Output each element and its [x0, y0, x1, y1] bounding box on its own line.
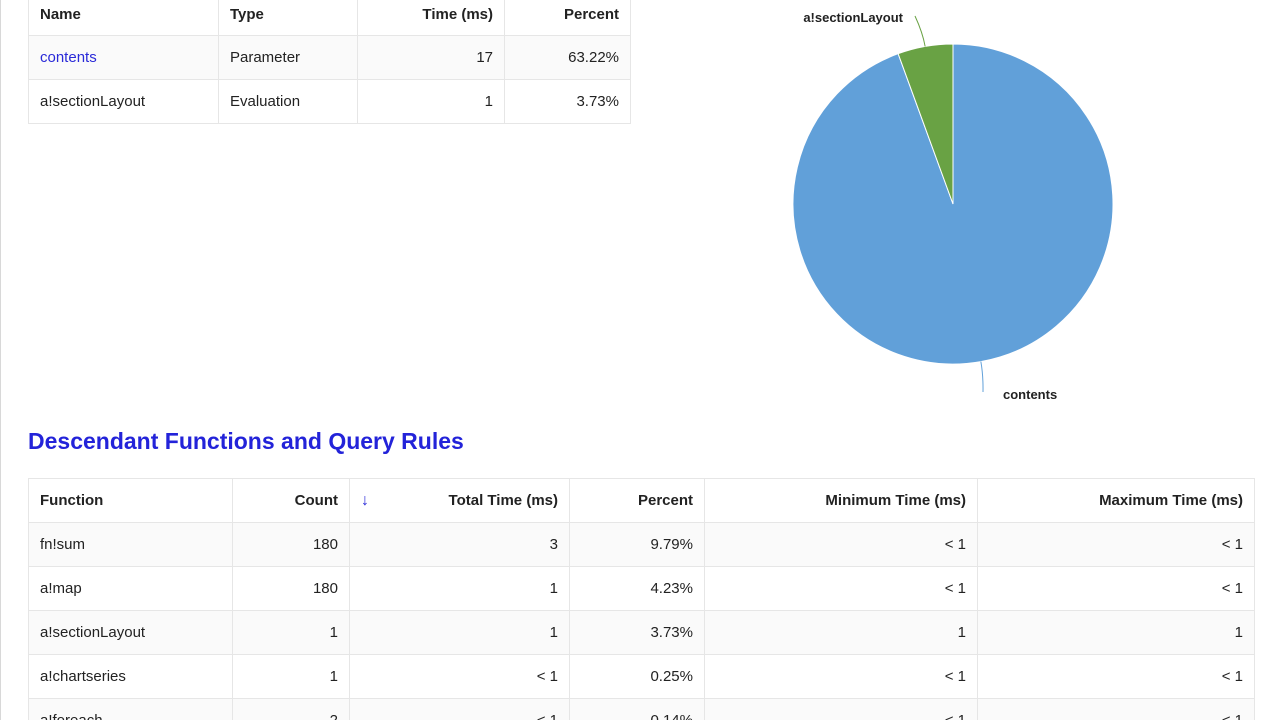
descendant-functions-body: fn!sum 180 3 9.79% < 1 < 1 a!map 180 1 4.23% < 1 < … [28, 522, 1255, 720]
row-min-time-cell: < 1 [704, 654, 978, 699]
top-metrics-table: Name Type Time (ms) Percent contents Par… [28, 0, 631, 124]
row-function-cell: fn!sum [28, 522, 233, 567]
row-total-time-cell: < 1 [349, 698, 570, 720]
pie-leader-line [914, 15, 926, 47]
table-header-row: Name Type Time (ms) Percent [28, 0, 631, 36]
pie-labels: contents a!sectionLayout [803, 10, 1057, 402]
row-min-time-cell: 1 [704, 610, 978, 655]
section-title: Descendant Functions and Query Rules [28, 428, 464, 454]
table-header-row: Function Count ↓ Total Time (ms) Percent… [28, 478, 1255, 523]
row-max-time-cell: < 1 [977, 698, 1255, 720]
row-total-time-cell: 1 [349, 610, 570, 655]
row-function-cell: a!foreach [28, 698, 233, 720]
table-row: fn!sum 180 3 9.79% < 1 < 1 [28, 522, 1255, 567]
table-row: a!sectionLayout 1 1 3.73% 1 1 [28, 610, 1255, 655]
column-header-time[interactable]: Time (ms) [357, 0, 505, 36]
row-min-time-cell: < 1 [704, 522, 978, 567]
column-header-min-time[interactable]: Minimum Time (ms) [704, 478, 978, 523]
pie-label: contents [1003, 387, 1057, 402]
column-header-total-time-label: Total Time (ms) [448, 491, 558, 509]
column-header-max-time[interactable]: Maximum Time (ms) [977, 478, 1255, 523]
row-percent-cell: 3.73% [569, 610, 705, 655]
column-header-percent[interactable]: Percent [504, 0, 631, 36]
row-percent-cell: 0.14% [569, 698, 705, 720]
pie-slices [792, 43, 1114, 365]
row-max-time-cell: < 1 [977, 654, 1255, 699]
arrow-down-icon[interactable]: ↓ [361, 491, 369, 509]
column-header-type[interactable]: Type [218, 0, 358, 36]
row-max-time-cell: < 1 [977, 522, 1255, 567]
row-name-cell: a!sectionLayout [28, 79, 219, 124]
row-count-cell: 1 [232, 654, 350, 699]
row-max-time-cell: 1 [977, 610, 1255, 655]
row-total-time-cell: < 1 [349, 654, 570, 699]
row-min-time-cell: < 1 [704, 566, 978, 611]
pie-slice-a-sectionlayout[interactable] [897, 43, 954, 205]
row-count-cell: 2 [232, 698, 350, 720]
pie-chart: contents a!sectionLayout [792, 10, 1114, 402]
row-min-time-cell: < 1 [704, 698, 978, 720]
table-row: a!chartseries 1 < 1 0.25% < 1 < 1 [28, 654, 1255, 699]
row-time-cell: 17 [357, 35, 505, 80]
column-header-name[interactable]: Name [28, 0, 219, 36]
row-percent-cell: 4.23% [569, 566, 705, 611]
column-header-count[interactable]: Count [232, 478, 350, 523]
row-total-time-cell: 1 [349, 566, 570, 611]
row-type-cell: Parameter [218, 35, 358, 80]
row-time-cell: 1 [357, 79, 505, 124]
row-type-cell: Evaluation [218, 79, 358, 124]
column-header-percent[interactable]: Percent [569, 478, 705, 523]
table-row: a!sectionLayout Evaluation 1 3.73% [28, 79, 631, 124]
descendant-functions-table: Function Count ↓ Total Time (ms) Percent… [28, 478, 1255, 720]
table-row: a!map 180 1 4.23% < 1 < 1 [28, 566, 1255, 611]
row-total-time-cell: 3 [349, 522, 570, 567]
table-row: a!foreach2< 10.14%< 1< 1 [28, 698, 1255, 720]
row-name-cell: contents [28, 35, 219, 80]
pie-leader-line [980, 361, 984, 393]
contents-link[interactable]: contents [40, 49, 97, 66]
row-function-cell: a!map [28, 566, 233, 611]
row-function-cell: a!sectionLayout [28, 610, 233, 655]
row-percent-cell: 3.73% [504, 79, 631, 124]
row-percent-cell: 0.25% [569, 654, 705, 699]
column-header-total-time[interactable]: ↓ Total Time (ms) [349, 478, 570, 523]
row-count-cell: 180 [232, 522, 350, 567]
row-max-time-cell: < 1 [977, 566, 1255, 611]
table-row: contents Parameter 17 63.22% [28, 35, 631, 80]
pie-label: a!sectionLayout [803, 10, 903, 25]
row-function-cell: a!chartseries [28, 654, 233, 699]
row-count-cell: 180 [232, 566, 350, 611]
row-count-cell: 1 [232, 610, 350, 655]
row-percent-cell: 63.22% [504, 35, 631, 80]
row-percent-cell: 9.79% [569, 522, 705, 567]
column-header-function[interactable]: Function [28, 478, 233, 523]
